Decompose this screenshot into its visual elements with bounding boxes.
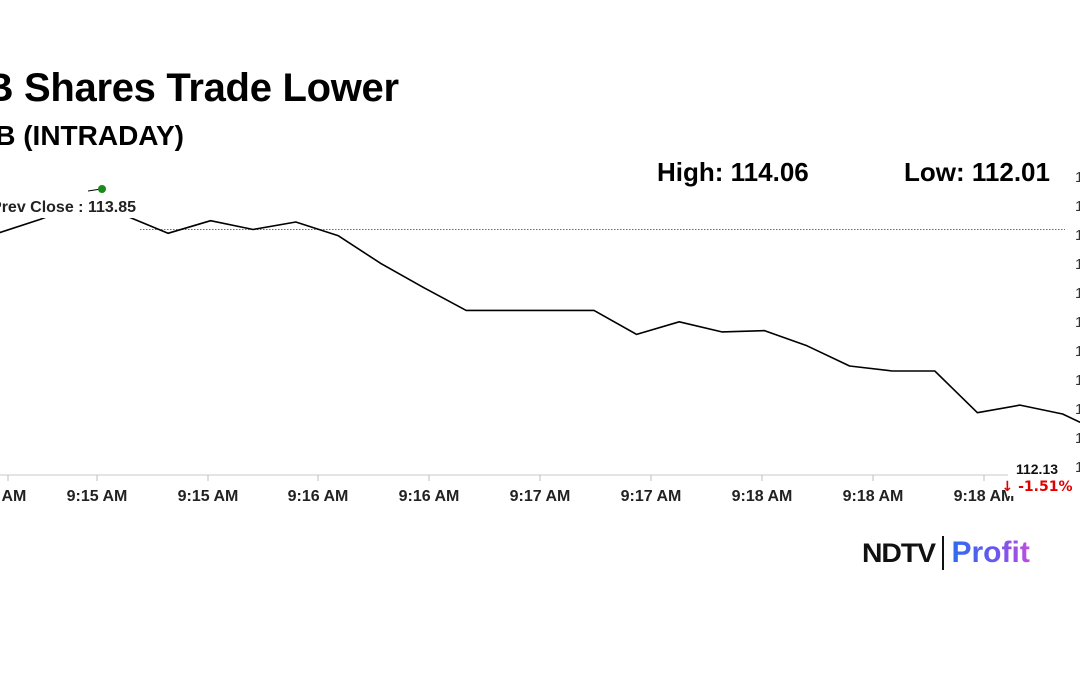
x-tick-label: 9:17 AM [621,488,682,505]
price-line [0,202,1080,424]
x-tick-label: 9:18 AM [954,488,1015,505]
x-tick-label: 9:18 AM [732,488,793,505]
x-tick-label: 9:15 AM [178,488,239,505]
x-tick-label: 9:14 AM [0,488,26,505]
chart-title: NB Shares Trade Lower [0,66,399,110]
x-tick-label: 9:16 AM [288,488,349,505]
prev-close-label: Prev Close : 113.85 [0,199,136,216]
high-stat: High: 114.06 [657,157,809,187]
x-tick-label: 9:18 AM [843,488,904,505]
prev-close-label-bg [0,194,140,218]
logo-profit-text: Profit [951,536,1030,569]
chart-subtitle: NB (INTRADAY) [0,120,184,151]
y-tick-label: 1 [1075,169,1080,186]
last-value-label: 112.13 [1016,461,1058,477]
change-label: ↓ -1.51% [1002,479,1073,495]
y-tick-label: 1 [1075,459,1080,476]
y-tick-label: 1 [1075,430,1080,447]
y-tick-label: 1 [1075,401,1080,418]
y-tick-label: 1 [1075,227,1080,244]
y-tick-label: 1 [1075,198,1080,215]
y-tick-label: 1 [1075,285,1080,302]
y-tick-label: 1 [1075,314,1080,331]
logo-divider [941,536,944,570]
y-tick-label: 1 [1075,343,1080,360]
y-tick-label: 1 [1075,372,1080,389]
low-stat: Low: 112.01 [904,157,1050,187]
logo-ndtv-text: NDTV [862,537,936,568]
high-marker [98,185,106,193]
last-value-box [1008,458,1066,496]
x-tick-label: 9:15 AM [67,488,128,505]
x-tick-label: 9:17 AM [510,488,571,505]
y-tick-label: 1 [1075,256,1080,273]
ndtv-profit-logo: NDTV Profit [862,533,1030,573]
x-tick-label: 9:16 AM [399,488,460,505]
